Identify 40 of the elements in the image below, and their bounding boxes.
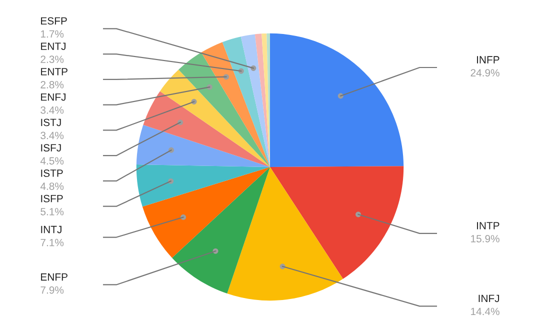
data-label: 5.1% (40, 208, 64, 216)
pie-slice (142, 167, 270, 258)
pie-slice (270, 166, 404, 279)
slice-label: ISTP (41, 170, 63, 177)
slice-label: INTJ (41, 226, 62, 234)
data-label: 7.9% (40, 286, 64, 294)
pie-slice (136, 164, 270, 207)
data-label: 15.9% (471, 235, 500, 242)
pie-slice (227, 167, 343, 301)
slice-label: ISTJ (41, 118, 61, 126)
data-label: 4.5% (40, 157, 64, 165)
pie-slice (172, 167, 270, 294)
pie-slice (254, 34, 270, 167)
pie-slice (270, 33, 404, 167)
data-label: 1.7% (41, 30, 64, 38)
slice-label: INFP (477, 56, 500, 64)
pie-slice (143, 91, 270, 167)
slice-label: ESFP (41, 17, 67, 25)
data-label: 3.4% (40, 132, 64, 140)
data-label: 3.4% (40, 106, 64, 114)
data-label: 4.8% (40, 182, 64, 190)
pie-slice (160, 70, 270, 167)
data-label: 14.4% (471, 308, 500, 316)
slice-label: ENFP (41, 273, 68, 281)
slice-label: ISFP (41, 194, 63, 202)
data-label: 2.8% (40, 81, 64, 88)
slice-label: ISFJ (41, 144, 61, 152)
pie-slice (136, 124, 270, 167)
slice-label: ENFJ (41, 93, 66, 101)
data-label: 7.1% (40, 238, 64, 246)
pie-slice (178, 52, 270, 167)
slice-label: ENTJ (41, 42, 66, 50)
slice-label: INTP (477, 222, 500, 230)
slice-label: ENTP (41, 68, 68, 76)
data-label: 2.3% (40, 56, 64, 64)
data-label: 24.9% (470, 69, 500, 76)
slice-label: INFJ (478, 294, 500, 302)
pie-slice (201, 42, 270, 167)
pie-slice (240, 34, 270, 167)
pie-slice (222, 36, 270, 167)
